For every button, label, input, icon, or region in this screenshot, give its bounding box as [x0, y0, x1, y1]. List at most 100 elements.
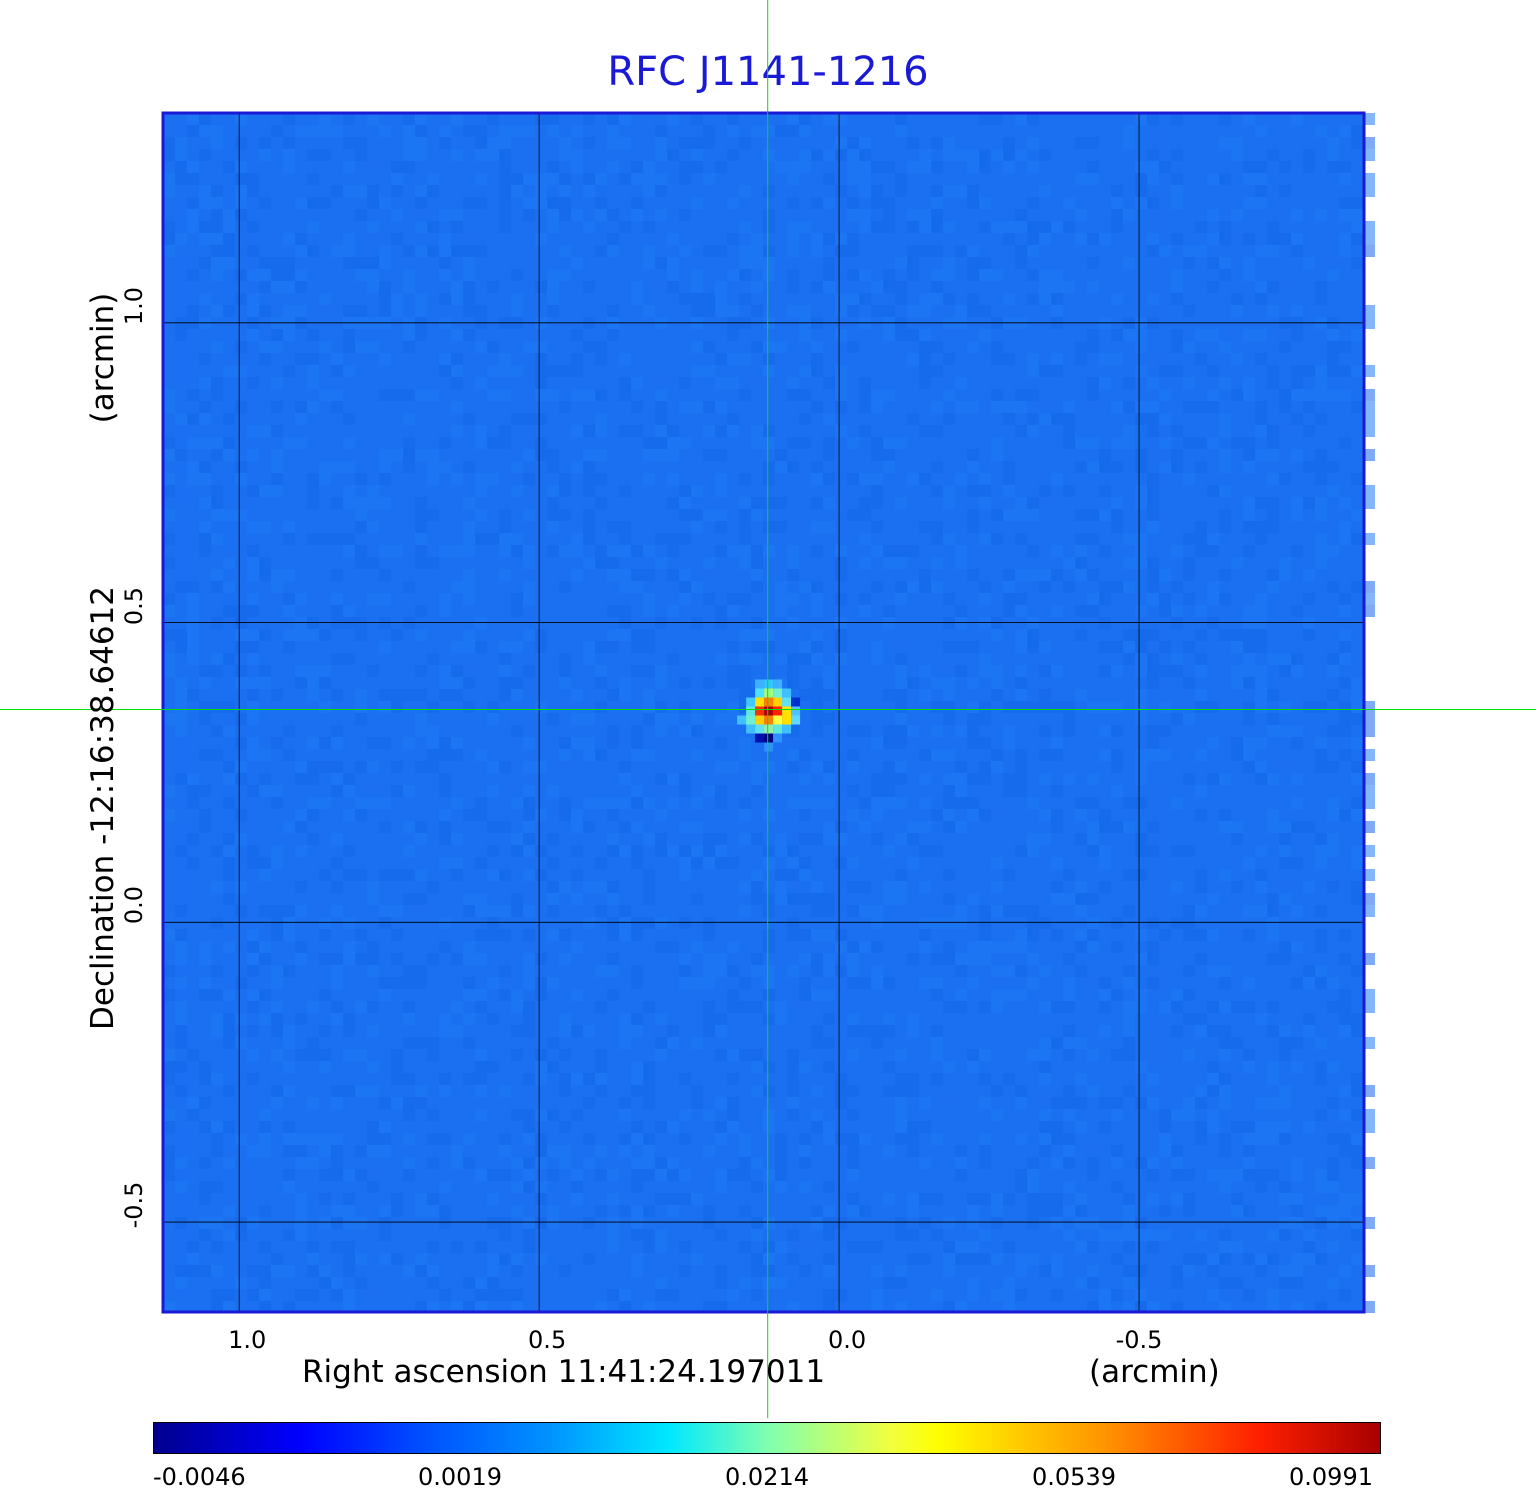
noise-pixel — [175, 1037, 187, 1049]
noise-pixel — [1291, 1301, 1303, 1313]
noise-pixel — [1231, 1205, 1243, 1217]
noise-pixel — [1267, 1253, 1279, 1265]
noise-pixel — [715, 1277, 727, 1289]
noise-pixel — [1291, 113, 1303, 125]
noise-pixel — [715, 1133, 727, 1145]
noise-pixel — [1087, 1217, 1099, 1229]
noise-pixel — [523, 905, 535, 917]
noise-pixel — [1075, 1073, 1087, 1085]
noise-pixel — [487, 869, 499, 881]
noise-pixel — [871, 1301, 883, 1313]
noise-pixel — [715, 1265, 727, 1277]
noise-pixel — [547, 389, 559, 401]
noise-pixel — [295, 629, 307, 641]
noise-pixel — [1003, 593, 1015, 605]
noise-pixel — [691, 821, 703, 833]
noise-pixel — [439, 1133, 451, 1145]
noise-pixel — [271, 965, 283, 977]
source-pixel — [755, 688, 765, 698]
noise-pixel — [235, 1217, 247, 1229]
noise-pixel — [883, 605, 895, 617]
noise-pixel — [1135, 773, 1147, 785]
noise-pixel — [835, 833, 847, 845]
noise-pixel — [691, 137, 703, 149]
noise-pixel — [1123, 209, 1135, 221]
noise-pixel — [691, 617, 703, 629]
noise-pixel — [631, 281, 643, 293]
noise-pixel — [643, 1241, 655, 1253]
noise-pixel — [1003, 725, 1015, 737]
noise-pixel — [883, 305, 895, 317]
noise-pixel — [991, 677, 1003, 689]
noise-pixel — [991, 905, 1003, 917]
noise-pixel — [451, 797, 463, 809]
noise-pixel — [703, 245, 715, 257]
noise-pixel — [199, 461, 211, 473]
noise-pixel — [787, 893, 799, 905]
noise-pixel — [379, 545, 391, 557]
noise-pixel — [739, 809, 751, 821]
noise-pixel — [631, 965, 643, 977]
noise-pixel — [163, 1109, 175, 1121]
noise-pixel — [1351, 1253, 1363, 1265]
noise-pixel — [1039, 365, 1051, 377]
noise-pixel — [331, 737, 343, 749]
noise-pixel — [967, 1193, 979, 1205]
noise-pixel — [523, 581, 535, 593]
noise-pixel — [187, 113, 199, 125]
noise-pixel — [331, 881, 343, 893]
noise-pixel — [739, 185, 751, 197]
noise-pixel — [1087, 389, 1099, 401]
noise-pixel — [475, 137, 487, 149]
noise-pixel — [427, 749, 439, 761]
noise-pixel — [1351, 773, 1363, 785]
noise-pixel — [847, 761, 859, 773]
noise-pixel — [1051, 737, 1063, 749]
noise-pixel — [367, 1145, 379, 1157]
noise-pixel — [355, 689, 367, 701]
noise-pixel — [1315, 557, 1327, 569]
noise-pixel — [835, 1289, 847, 1301]
noise-pixel — [859, 977, 871, 989]
noise-pixel — [547, 713, 559, 725]
noise-pixel — [1291, 773, 1303, 785]
noise-pixel — [871, 1289, 883, 1301]
noise-pixel — [1099, 881, 1111, 893]
noise-pixel — [271, 689, 283, 701]
noise-pixel — [259, 197, 271, 209]
noise-pixel — [1111, 437, 1123, 449]
noise-pixel — [1135, 1289, 1147, 1301]
noise-pixel — [727, 641, 739, 653]
noise-pixel — [1171, 185, 1183, 197]
noise-pixel — [595, 197, 607, 209]
noise-pixel — [1279, 821, 1291, 833]
noise-pixel — [763, 185, 775, 197]
noise-pixel — [307, 365, 319, 377]
noise-pixel — [739, 665, 751, 677]
noise-pixel — [259, 1109, 271, 1121]
noise-pixel — [379, 1253, 391, 1265]
noise-pixel — [583, 341, 595, 353]
noise-pixel — [1219, 1301, 1231, 1313]
noise-pixel — [451, 953, 463, 965]
noise-pixel — [523, 1109, 535, 1121]
noise-pixel — [1315, 125, 1327, 137]
noise-pixel — [631, 665, 643, 677]
noise-pixel — [595, 557, 607, 569]
noise-pixel — [787, 665, 799, 677]
noise-pixel — [331, 245, 343, 257]
noise-pixel — [1183, 917, 1195, 929]
noise-pixel — [703, 845, 715, 857]
noise-pixel — [955, 1145, 967, 1157]
noise-pixel — [307, 245, 319, 257]
noise-pixel — [271, 1097, 283, 1109]
noise-pixel — [979, 809, 991, 821]
noise-pixel — [823, 377, 835, 389]
noise-pixel — [1267, 917, 1279, 929]
noise-pixel — [1255, 641, 1267, 653]
noise-pixel — [1219, 425, 1231, 437]
noise-pixel — [499, 185, 511, 197]
noise-pixel — [775, 869, 787, 881]
noise-pixel — [883, 761, 895, 773]
noise-pixel — [343, 329, 355, 341]
